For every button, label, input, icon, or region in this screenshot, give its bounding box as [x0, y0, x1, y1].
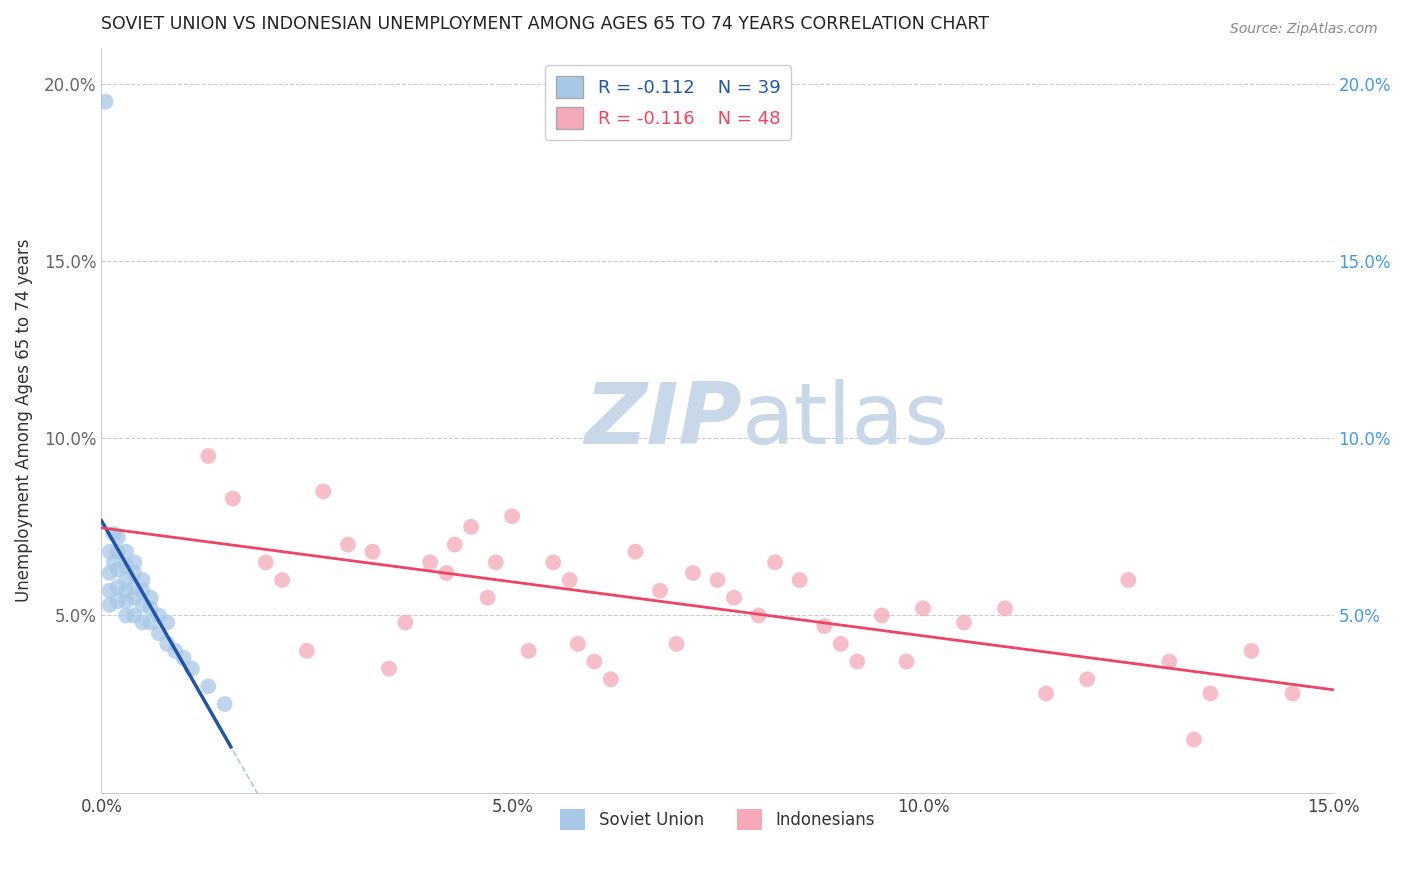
Point	[723, 591, 745, 605]
Point	[501, 509, 523, 524]
Point	[98, 583, 121, 598]
Point	[131, 615, 153, 630]
Point	[139, 591, 162, 605]
Point	[1199, 686, 1222, 700]
Point	[830, 637, 852, 651]
Point	[378, 662, 401, 676]
Point	[1035, 686, 1057, 700]
Point	[682, 566, 704, 580]
Point	[115, 594, 138, 608]
Point	[124, 608, 146, 623]
Point	[148, 626, 170, 640]
Point	[1076, 672, 1098, 686]
Point	[583, 655, 606, 669]
Point	[131, 598, 153, 612]
Point	[94, 95, 117, 109]
Point	[197, 449, 219, 463]
Point	[1182, 732, 1205, 747]
Y-axis label: Unemployment Among Ages 65 to 74 years: Unemployment Among Ages 65 to 74 years	[15, 239, 32, 602]
Point	[361, 544, 384, 558]
Point	[846, 655, 869, 669]
Point	[173, 651, 195, 665]
Point	[124, 591, 146, 605]
Point	[124, 580, 146, 594]
Point	[131, 583, 153, 598]
Point	[460, 520, 482, 534]
Point	[115, 573, 138, 587]
Point	[517, 644, 540, 658]
Point	[706, 573, 728, 587]
Point	[139, 601, 162, 615]
Point	[103, 527, 125, 541]
Point	[624, 544, 647, 558]
Point	[131, 573, 153, 587]
Point	[139, 615, 162, 630]
Point	[156, 637, 179, 651]
Point	[295, 644, 318, 658]
Legend: Soviet Union, Indonesians: Soviet Union, Indonesians	[554, 803, 882, 837]
Point	[107, 580, 129, 594]
Point	[115, 558, 138, 573]
Point	[558, 573, 581, 587]
Point	[197, 679, 219, 693]
Point	[312, 484, 335, 499]
Point	[599, 672, 621, 686]
Point	[394, 615, 416, 630]
Point	[107, 531, 129, 545]
Point	[115, 583, 138, 598]
Point	[336, 538, 359, 552]
Point	[648, 583, 671, 598]
Point	[419, 555, 441, 569]
Point	[180, 662, 202, 676]
Point	[485, 555, 508, 569]
Point	[953, 615, 976, 630]
Point	[748, 608, 770, 623]
Point	[763, 555, 786, 569]
Point	[789, 573, 811, 587]
Point	[98, 566, 121, 580]
Point	[103, 555, 125, 569]
Point	[870, 608, 893, 623]
Point	[813, 619, 835, 633]
Point	[665, 637, 688, 651]
Point	[107, 562, 129, 576]
Point	[115, 608, 138, 623]
Point	[115, 544, 138, 558]
Point	[98, 598, 121, 612]
Text: Source: ZipAtlas.com: Source: ZipAtlas.com	[1230, 22, 1378, 37]
Point	[148, 608, 170, 623]
Point	[1159, 655, 1181, 669]
Point	[254, 555, 277, 569]
Point	[1116, 573, 1139, 587]
Point	[107, 594, 129, 608]
Point	[165, 644, 187, 658]
Text: atlas: atlas	[742, 379, 950, 462]
Point	[107, 544, 129, 558]
Text: SOVIET UNION VS INDONESIAN UNEMPLOYMENT AMONG AGES 65 TO 74 YEARS CORRELATION CH: SOVIET UNION VS INDONESIAN UNEMPLOYMENT …	[101, 15, 990, 33]
Text: ZIP: ZIP	[585, 379, 742, 462]
Point	[271, 573, 294, 587]
Point	[543, 555, 565, 569]
Point	[436, 566, 458, 580]
Point	[994, 601, 1017, 615]
Point	[896, 655, 918, 669]
Point	[124, 555, 146, 569]
Point	[124, 566, 146, 580]
Point	[222, 491, 245, 506]
Point	[477, 591, 499, 605]
Point	[911, 601, 934, 615]
Point	[156, 615, 179, 630]
Point	[214, 697, 236, 711]
Point	[1240, 644, 1263, 658]
Point	[443, 538, 465, 552]
Point	[1281, 686, 1303, 700]
Point	[98, 544, 121, 558]
Point	[567, 637, 589, 651]
